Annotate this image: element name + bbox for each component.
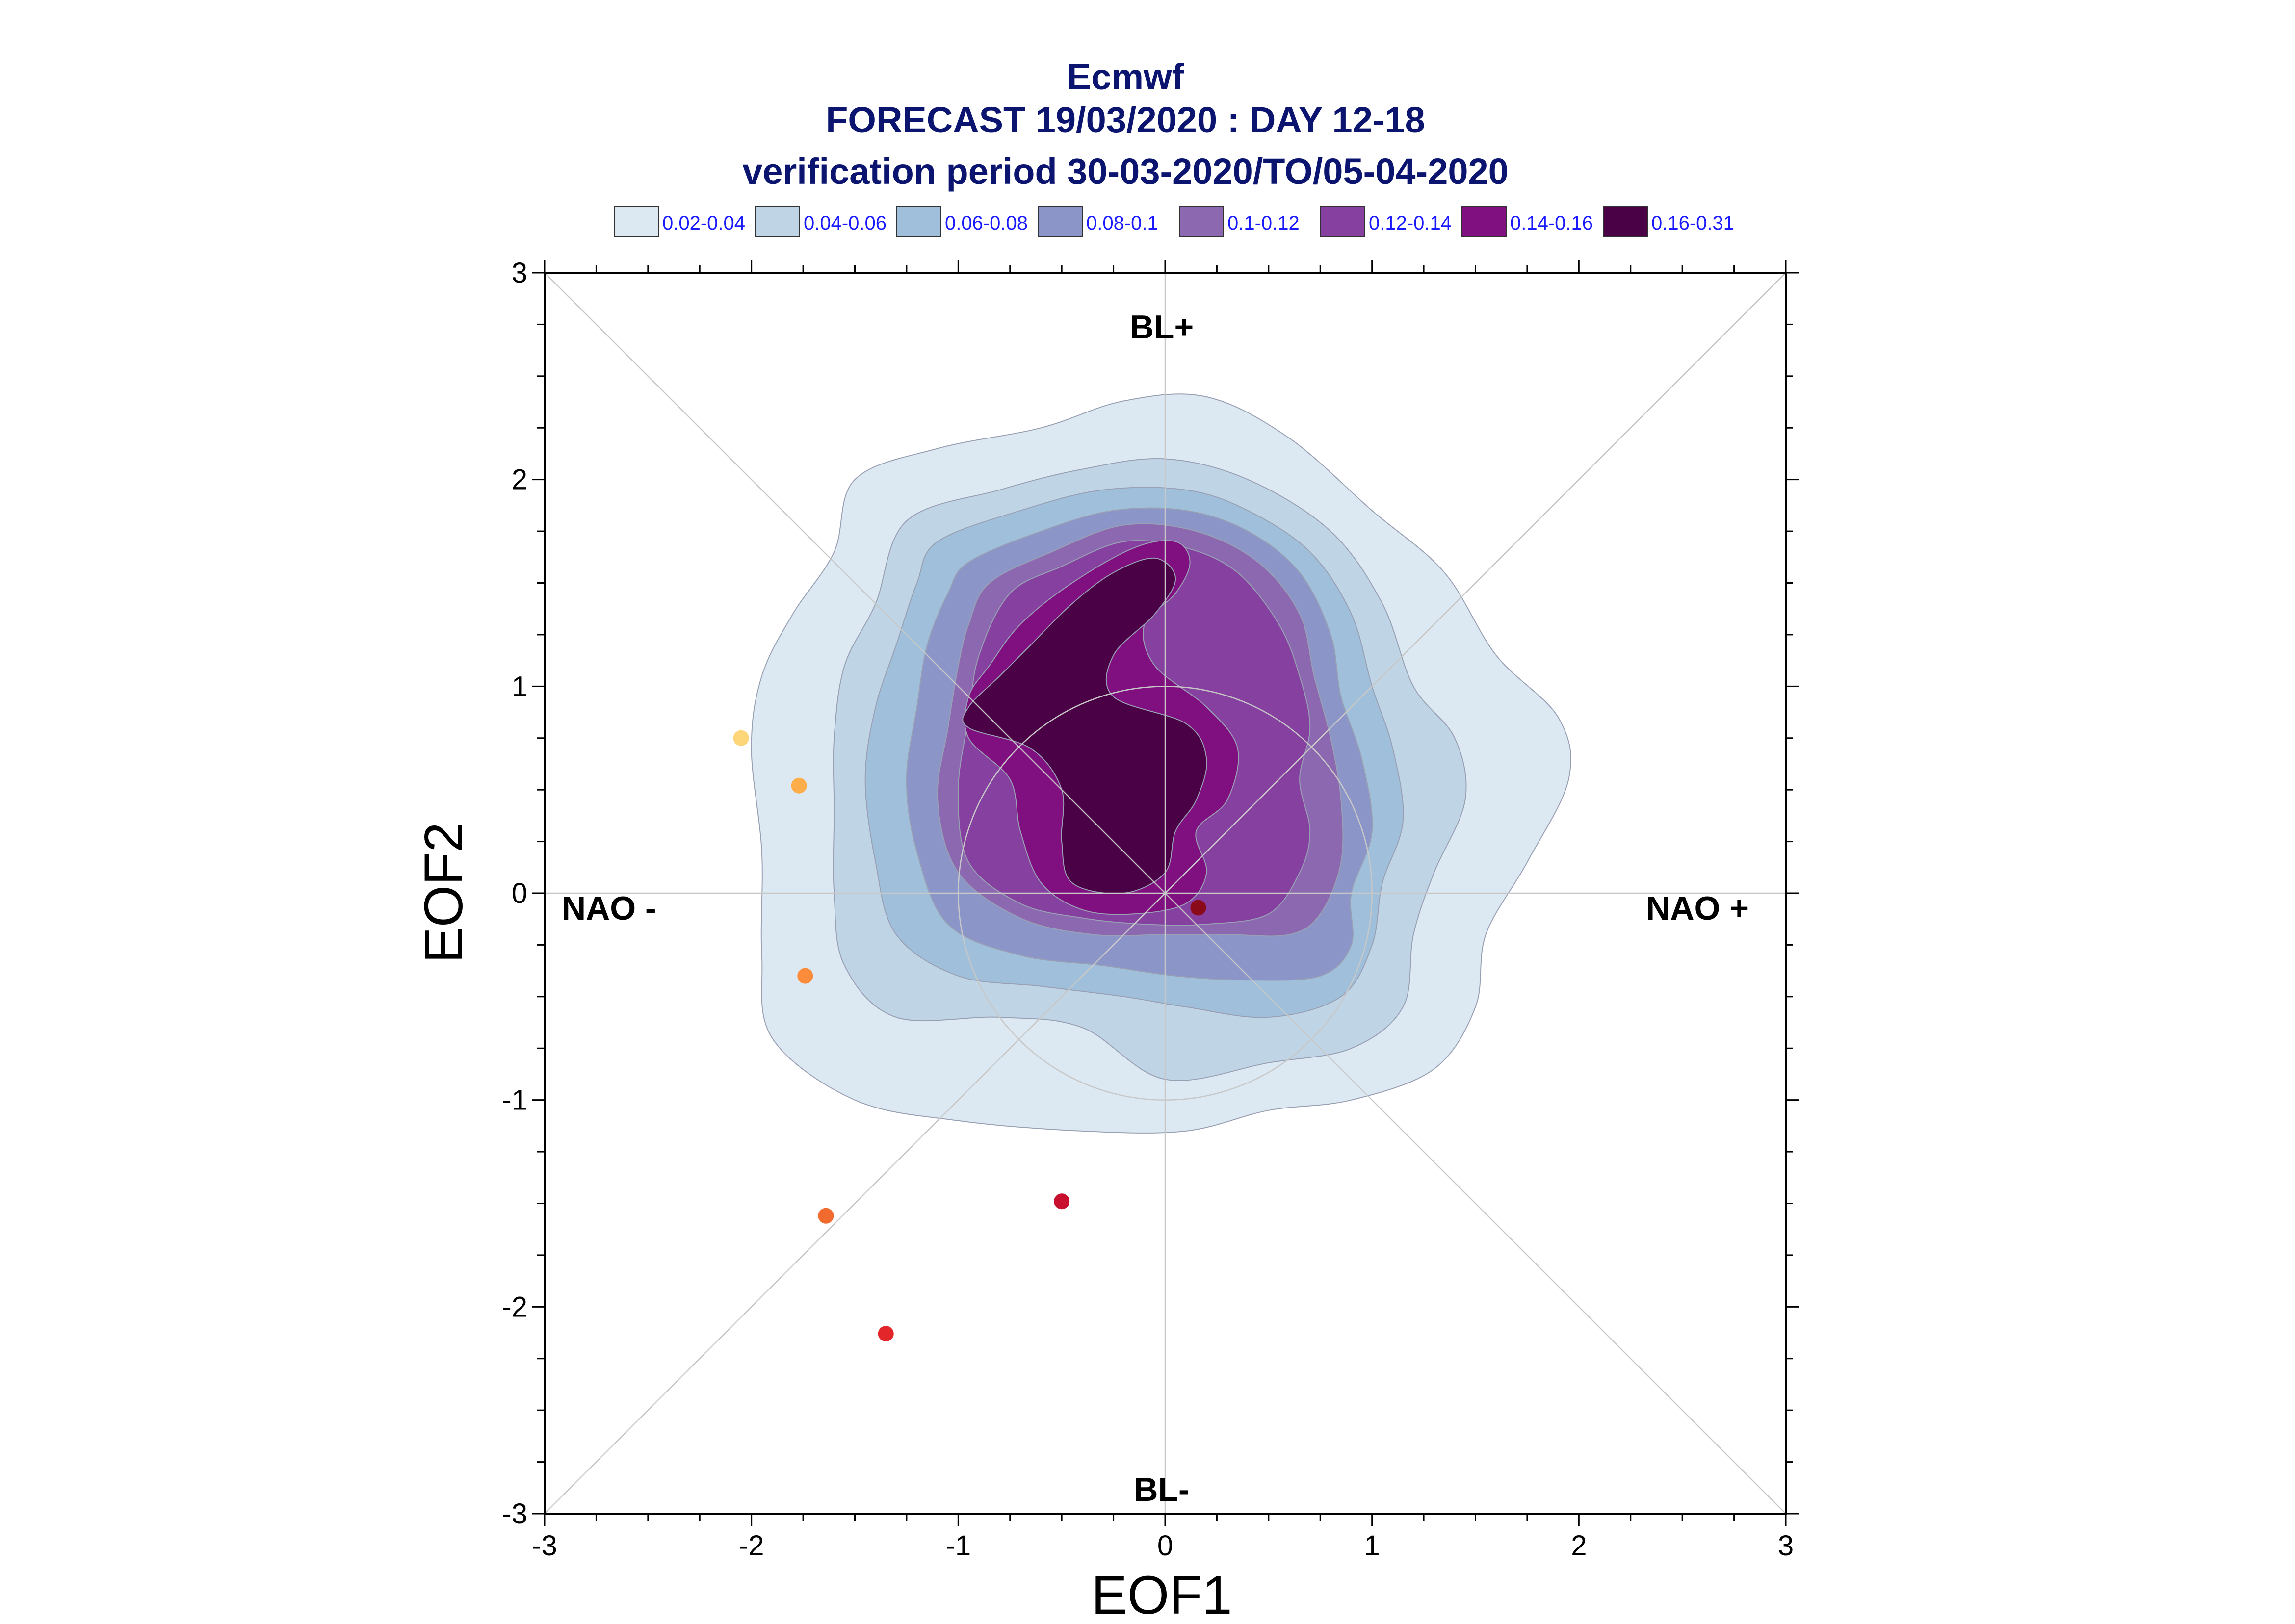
legend-label: 0.08-0.1	[1086, 212, 1158, 234]
x-tick-label: -1	[946, 1530, 971, 1562]
legend-swatch	[1603, 206, 1648, 237]
y-tick-label: 2	[512, 464, 527, 496]
y-tick-label: -2	[502, 1291, 527, 1323]
x-tick-label: 3	[1778, 1530, 1794, 1562]
plot-area: -3 -2 -1 0 1 2 3 -3 -2 -1 0 1 2 3	[502, 257, 1799, 1562]
y-tick-label: -1	[502, 1084, 527, 1116]
scatter-point-2	[791, 777, 807, 794]
legend-swatch	[1038, 206, 1083, 237]
scatter-point-7	[1190, 900, 1206, 916]
regime-labels: BL+ BL- NAO - NAO +	[562, 309, 1749, 1508]
scatter-point-3	[797, 968, 813, 984]
axis-ticks: -3 -2 -1 0 1 2 3 -3 -2 -1 0 1 2 3	[502, 257, 1799, 1562]
scatter-points	[733, 730, 1206, 1342]
density-contours	[751, 393, 1571, 1134]
chart-title: Ecmwf FORECAST 19/03/2020 : DAY 12-18 ve…	[742, 56, 1509, 192]
x-tick-label: 1	[1364, 1530, 1380, 1562]
y-axis-title: EOF2	[414, 822, 474, 963]
y-tick-label: 1	[512, 670, 527, 702]
y-tick-label: 3	[512, 257, 527, 289]
regime-label-right: NAO +	[1646, 890, 1749, 927]
legend-swatch	[614, 206, 659, 237]
title-line-3: verification period 30-03-2020/TO/05-04-…	[742, 151, 1509, 192]
y-tick-label: -3	[502, 1498, 527, 1530]
guide-diagonal-2	[544, 272, 1786, 1514]
x-tick-label: -2	[739, 1530, 764, 1562]
x-tick-label: 0	[1157, 1530, 1173, 1562]
scatter-point-6	[1054, 1193, 1070, 1210]
legend-label: 0.04-0.06	[804, 212, 887, 234]
legend-swatch	[1461, 206, 1507, 237]
regime-label-top: BL+	[1130, 309, 1194, 346]
title-line-1: Ecmwf	[1067, 56, 1184, 97]
regime-label-bottom: BL-	[1134, 1471, 1189, 1508]
x-axis-title: EOF1	[1091, 1565, 1232, 1624]
regime-label-left: NAO -	[562, 890, 656, 927]
legend-label: 0.12-0.14	[1369, 212, 1452, 234]
title-line-2: FORECAST 19/03/2020 : DAY 12-18	[826, 100, 1425, 140]
legend-label: 0.14-0.16	[1510, 212, 1593, 234]
legend-swatch	[896, 206, 941, 237]
legend-label: 0.02-0.04	[662, 212, 745, 234]
scatter-point-4	[818, 1208, 834, 1224]
guide-lines	[544, 272, 1786, 1514]
x-tick-label: -3	[532, 1530, 557, 1562]
legend-label: 0.06-0.08	[945, 212, 1028, 234]
legend-swatch	[1320, 206, 1365, 237]
x-tick-label: 2	[1571, 1530, 1587, 1562]
legend: 0.02-0.04 0.04-0.06 0.06-0.08 0.08-0.1 0.1-0…	[614, 206, 1734, 237]
legend-label: 0.1-0.12	[1227, 212, 1300, 234]
y-tick-label: 0	[512, 877, 527, 909]
legend-swatch	[755, 206, 800, 237]
scatter-point-5	[878, 1326, 894, 1342]
legend-swatch	[1179, 206, 1224, 237]
legend-label: 0.16-0.31	[1651, 212, 1734, 234]
unit-circle	[958, 686, 1373, 1101]
scatter-point-1	[733, 730, 749, 746]
